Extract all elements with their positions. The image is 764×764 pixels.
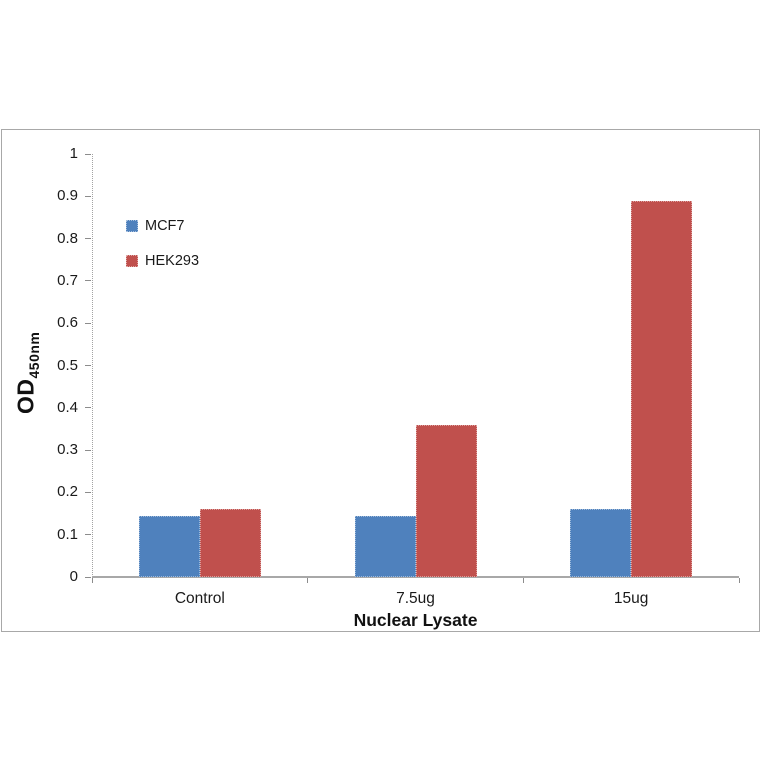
x-tick-mark-2 xyxy=(522,578,524,583)
x-category-label-15ug: 15ug xyxy=(613,590,649,607)
y-tick-label-0.3: 0.3 xyxy=(57,441,78,459)
y-tick-mark-0 xyxy=(85,576,91,578)
y-tick-label-0.8: 0.8 xyxy=(57,229,78,247)
bar-mcf7-control xyxy=(138,515,200,577)
y-tick-mark-0.2 xyxy=(85,491,91,493)
legend-swatch-mcf7 xyxy=(126,220,138,232)
y-tick-label-0.7: 0.7 xyxy=(57,271,78,289)
y-tick-label-0.5: 0.5 xyxy=(57,356,78,374)
bar-hek293-15ug xyxy=(631,200,693,577)
x-axis-title: Nuclear Lysate xyxy=(353,610,478,630)
y-tick-label-0: 0 xyxy=(69,568,78,585)
y-tick-mark-0.6 xyxy=(85,322,91,324)
legend-label-hek293: HEK293 xyxy=(145,253,200,269)
legend-swatch-hek293 xyxy=(126,255,138,267)
x-tick-mark-0 xyxy=(91,578,93,583)
legend-label-mcf7: MCF7 xyxy=(145,218,185,234)
y-tick-label-0.1: 0.1 xyxy=(57,525,78,543)
y-tick-label-0.9: 0.9 xyxy=(57,187,78,205)
bar-mcf7-15ug xyxy=(570,509,632,577)
x-tick-mark-3 xyxy=(738,578,740,583)
bar-hek293-control xyxy=(199,509,261,577)
legend-item-mcf7: MCF7 xyxy=(126,218,199,234)
y-tick-mark-0.7 xyxy=(85,280,91,282)
y-tick-mark-0.1 xyxy=(85,534,91,536)
y-tick-mark-1 xyxy=(85,153,91,155)
y-tick-label-1: 1 xyxy=(69,145,78,162)
y-tick-label-0.2: 0.2 xyxy=(57,483,78,501)
legend: MCF7 HEK293 xyxy=(126,218,199,288)
y-axis-line xyxy=(92,154,93,577)
y-tick-mark-0.9 xyxy=(85,195,91,197)
y-tick-label-0.4: 0.4 xyxy=(57,398,78,416)
y-tick-mark-0.3 xyxy=(85,449,91,451)
bar-mcf7-7.5ug xyxy=(354,515,416,577)
x-category-label-7.5ug: 7.5ug xyxy=(396,590,435,607)
x-tick-mark-1 xyxy=(307,578,309,583)
y-tick-mark-0.5 xyxy=(85,365,91,366)
bar-hek293-7.5ug xyxy=(415,424,477,577)
legend-item-hek293: HEK293 xyxy=(126,253,199,269)
x-category-label-control: Control xyxy=(174,590,225,607)
y-tick-mark-0.8 xyxy=(85,238,91,240)
y-tick-label-0.6: 0.6 xyxy=(57,314,78,332)
y-tick-mark-0.4 xyxy=(85,407,91,409)
